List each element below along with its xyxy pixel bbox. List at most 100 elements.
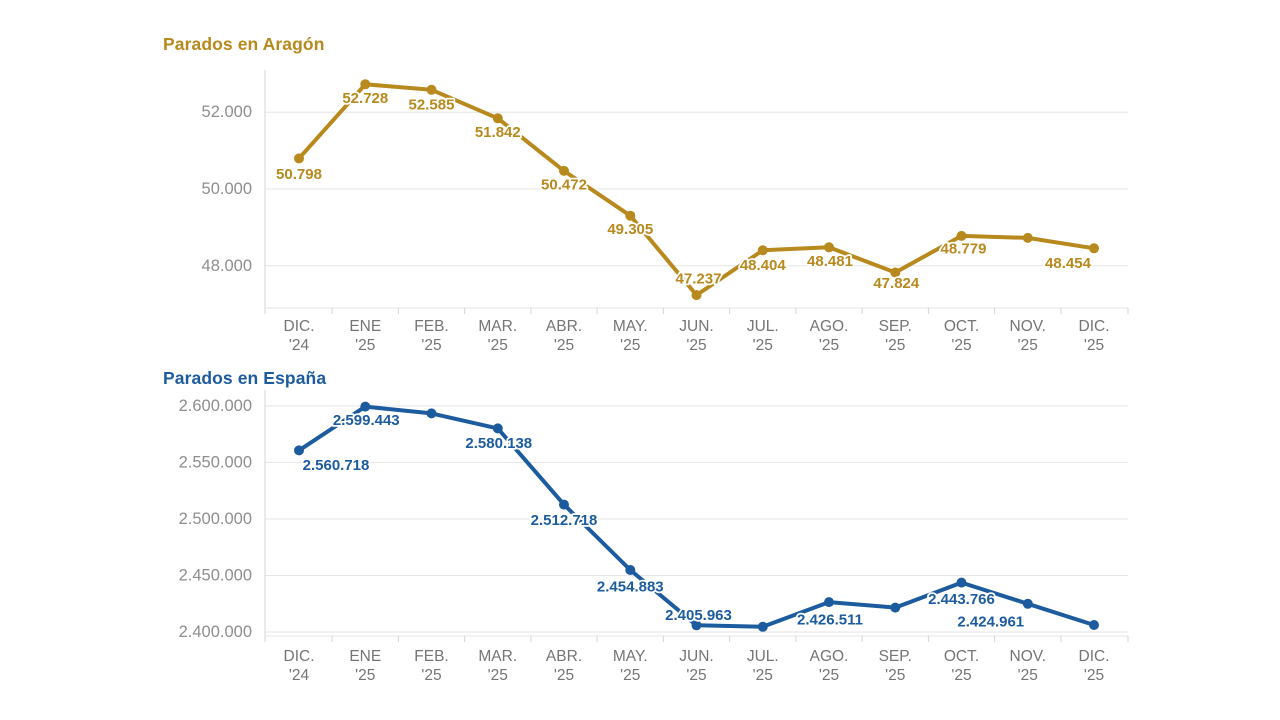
data-point[interactable] xyxy=(1022,232,1033,243)
x-axis-label-year: '25 xyxy=(620,667,640,684)
x-axis-label-year: '25 xyxy=(1084,337,1104,354)
data-point[interactable] xyxy=(559,499,569,510)
data-point[interactable] xyxy=(492,423,503,434)
x-axis-label-month: ABR. xyxy=(546,318,582,335)
data-point[interactable] xyxy=(956,577,967,588)
x-axis-label-month: DIC. xyxy=(284,648,315,665)
x-axis-label-year: '25 xyxy=(753,667,773,684)
data-point-label: 2.405.963 xyxy=(665,607,732,624)
x-axis-label-month: MAR. xyxy=(478,318,517,335)
data-point-label: 48.404 xyxy=(740,257,787,274)
x-axis-label-year: '25 xyxy=(951,337,971,354)
data-point-label: 47.237 xyxy=(676,271,722,288)
x-axis-label-month: DIC. xyxy=(284,318,315,335)
data-point[interactable] xyxy=(691,620,702,631)
data-point[interactable] xyxy=(956,230,967,241)
line-chart-aragon: 48.000 50.000 52.000 DIC. '24 ENE '25 FEB. '25 MA… xyxy=(202,70,1129,354)
x-axis-label-month: MAY. xyxy=(613,648,648,665)
data-point[interactable] xyxy=(426,84,437,95)
x-axis-label-year: '25 xyxy=(819,667,839,684)
x-axis-label-month: DIC. xyxy=(1079,648,1110,665)
data-point-label: 48.481 xyxy=(807,253,853,270)
x-axis-label-month: OCT. xyxy=(944,318,979,335)
chart-section-aragon: 48.000 50.000 52.000 DIC. '24 ENE '25 FEB. '25 MA… xyxy=(163,34,1129,354)
data-point[interactable] xyxy=(625,210,636,221)
data-point-label: 2.424.961 xyxy=(957,613,1024,630)
x-axis-label-year: '25 xyxy=(885,337,905,354)
x-axis-label-year: '25 xyxy=(885,667,905,684)
data-point[interactable] xyxy=(691,290,702,301)
x-axis-label-month: AGO. xyxy=(810,648,849,665)
data-point[interactable] xyxy=(890,602,901,613)
data-point-label: 2.443.766 xyxy=(928,591,995,608)
x-axis-label-month: FEB. xyxy=(414,648,448,665)
x-axis-label-month: MAY. xyxy=(613,318,648,335)
data-point[interactable] xyxy=(1089,243,1099,254)
data-point[interactable] xyxy=(559,165,569,176)
x-axis-label-year: '25 xyxy=(686,337,706,354)
x-axis-label-year: '25 xyxy=(355,667,375,684)
x-axis-label-year: '25 xyxy=(1018,337,1038,354)
data-point[interactable] xyxy=(1089,620,1099,630)
x-axis-label-year: '25 xyxy=(488,667,508,684)
data-point[interactable] xyxy=(360,79,371,90)
x-axis-label-month: OCT. xyxy=(944,648,979,665)
data-point-label: 2.560.718 xyxy=(303,457,370,474)
data-point-label: 51.842 xyxy=(475,124,521,141)
x-axis-label-month: DIC. xyxy=(1079,318,1110,335)
y-axis-tick-label: 48.000 xyxy=(202,257,252,275)
y-axis-tick-label: 2.400.000 xyxy=(179,623,252,641)
data-point[interactable] xyxy=(294,445,304,456)
x-axis-label-month: NOV. xyxy=(1010,318,1046,335)
data-point[interactable] xyxy=(890,267,901,278)
x-axis-label-month: ABR. xyxy=(546,648,582,665)
y-axis-tick-label: 52.000 xyxy=(202,103,252,121)
chart-section-espana: 2.400.000 2.450.000 2.500.000 2.550.000 2.60… xyxy=(0,360,1280,720)
x-axis-label-year: '25 xyxy=(488,337,508,354)
x-axis-label-year: '25 xyxy=(421,337,441,354)
x-axis-label-month: JUN. xyxy=(679,648,713,665)
chart-title-aragon: Parados en Aragón xyxy=(163,34,325,54)
x-axis-label-month: ENE xyxy=(349,648,381,665)
y-axis-tick-label: 2.500.000 xyxy=(179,510,252,528)
chart-title-espana: Parados en España xyxy=(163,368,327,388)
data-point[interactable] xyxy=(294,153,304,164)
x-axis-label-year: '24 xyxy=(289,337,310,354)
data-point-label: 48.454 xyxy=(1045,255,1092,272)
x-axis-label-month: SEP. xyxy=(879,648,912,665)
y-axis-tick-label: 2.550.000 xyxy=(179,454,252,472)
data-point-label: 47.824 xyxy=(873,275,920,292)
data-point-label: 2.580.138 xyxy=(465,435,532,452)
x-axis-label-month: ENE xyxy=(349,318,381,335)
x-axis-label-year: '25 xyxy=(421,667,441,684)
data-point[interactable] xyxy=(625,565,636,575)
data-point[interactable] xyxy=(757,245,768,256)
data-line xyxy=(297,82,1096,298)
x-axis-label-year: '25 xyxy=(554,337,574,354)
data-point-label: 50.798 xyxy=(276,166,322,183)
data-point-label: 2.454.883 xyxy=(597,579,664,596)
data-point[interactable] xyxy=(426,408,437,419)
data-point[interactable] xyxy=(492,113,503,124)
data-point-label: 52.585 xyxy=(409,96,455,113)
data-point-label: 50.472 xyxy=(541,176,587,193)
y-axis-tick-label: 2.600.000 xyxy=(179,397,252,415)
line-chart-espana: 2.400.000 2.450.000 2.500.000 2.550.000 2.60… xyxy=(179,390,1129,684)
x-axis-label-month: JUL. xyxy=(747,318,779,335)
x-axis-label-month: NOV. xyxy=(1010,648,1046,665)
y-axis-tick-label: 50.000 xyxy=(202,180,252,198)
data-point[interactable] xyxy=(1022,598,1033,609)
x-axis-label-year: '24 xyxy=(289,667,310,684)
data-point-label: 2.426.511 xyxy=(797,612,863,629)
x-axis-label-month: FEB. xyxy=(414,318,448,335)
data-point[interactable] xyxy=(824,242,834,253)
data-point-label: 2.512.718 xyxy=(531,512,598,529)
x-axis-label-year: '25 xyxy=(951,667,971,684)
data-point[interactable] xyxy=(824,597,834,608)
data-point-label: 52.728 xyxy=(342,90,388,107)
data-point[interactable] xyxy=(757,621,768,632)
x-axis-label-month: SEP. xyxy=(879,318,912,335)
data-point[interactable] xyxy=(360,401,371,412)
x-axis-label-year: '25 xyxy=(355,337,375,354)
